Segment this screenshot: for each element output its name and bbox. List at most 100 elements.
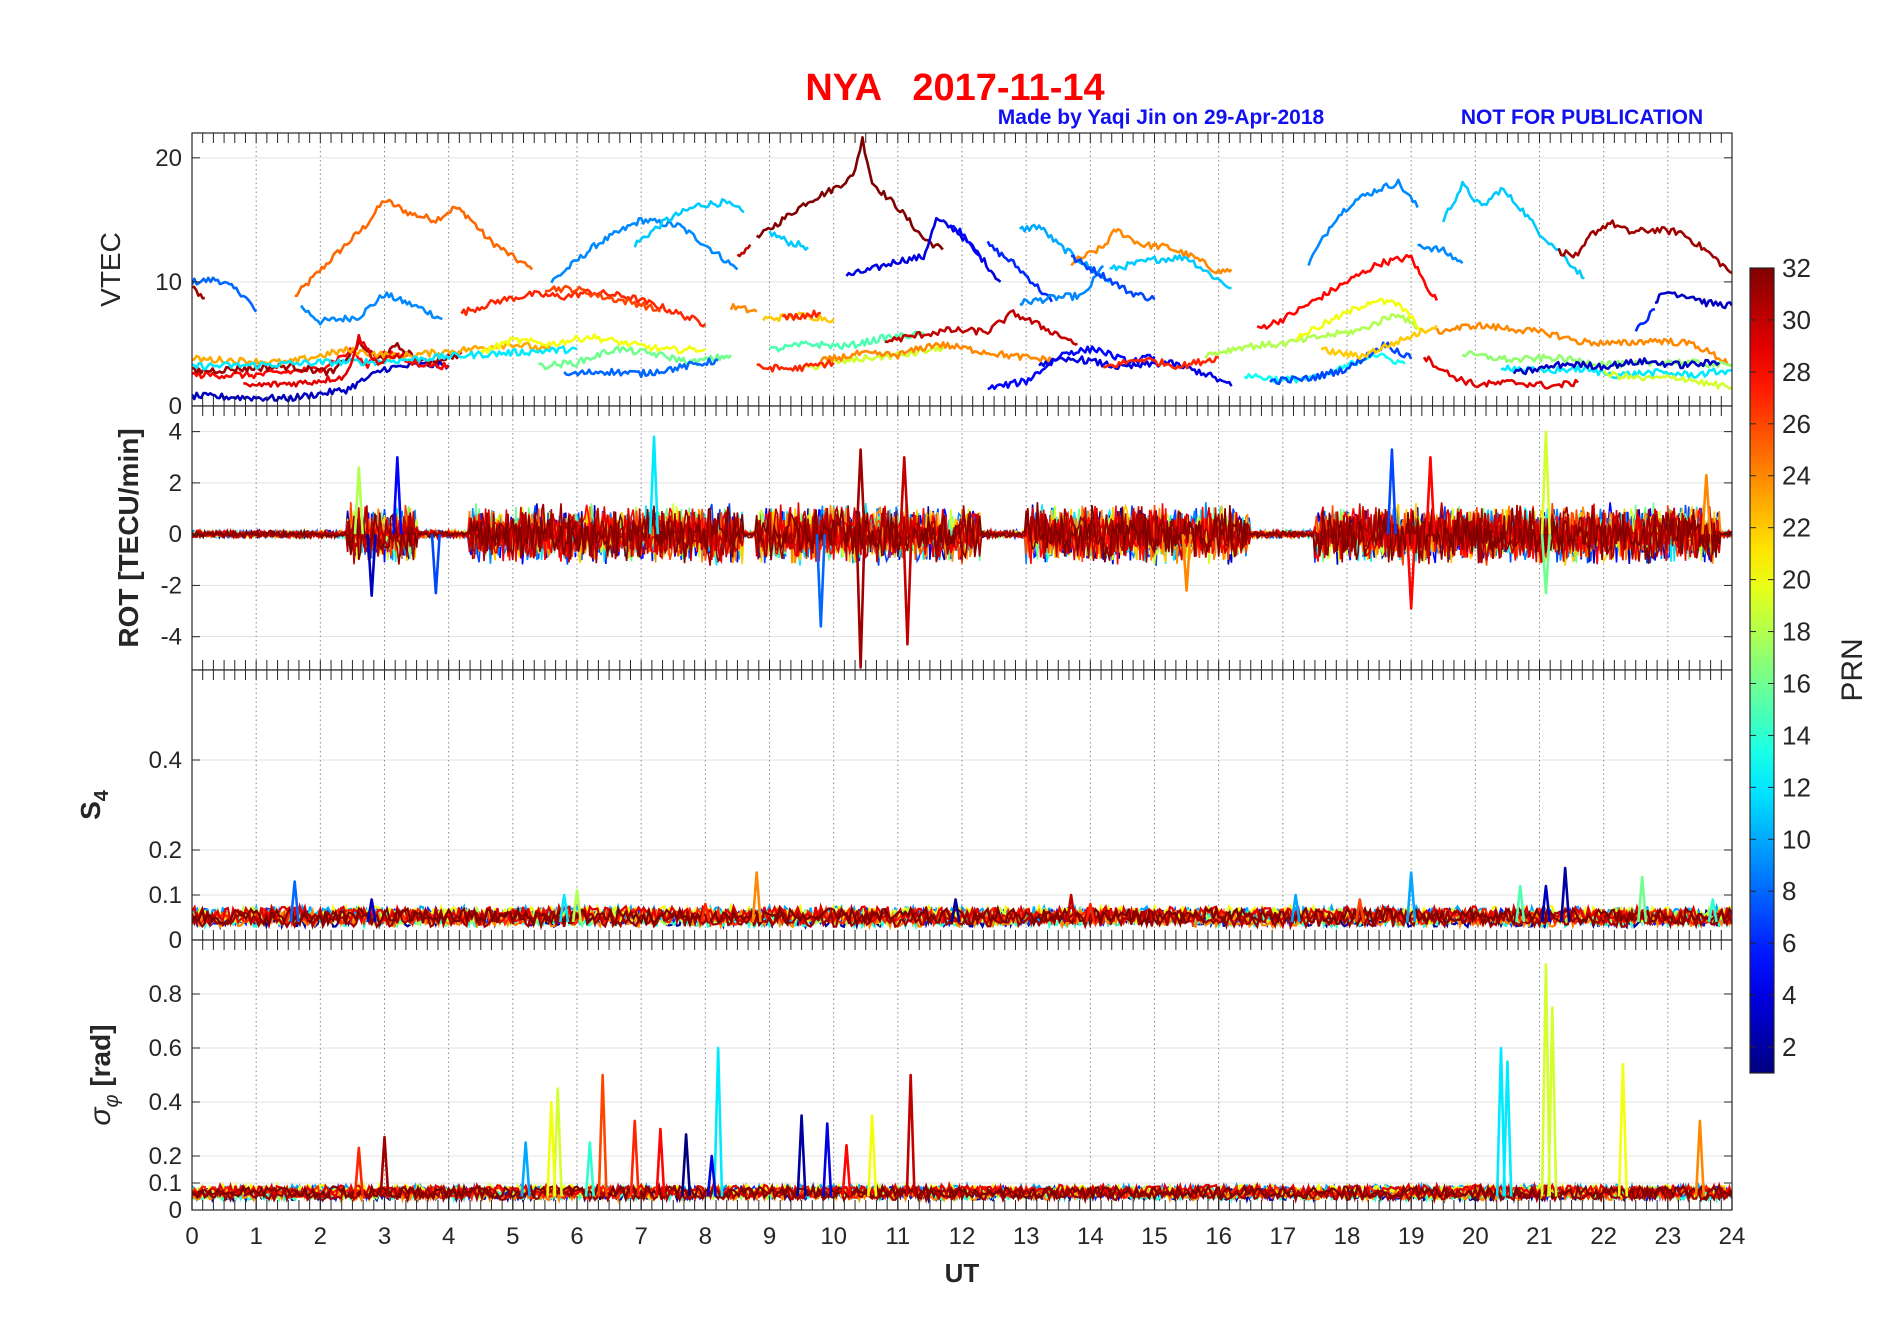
x-tick-label: 19 xyxy=(1398,1223,1425,1250)
panel-rot: -4 -2 0 2 4 ROT [TECU/min] xyxy=(113,405,1733,671)
colorbar-tick-label: 16 xyxy=(1782,668,1811,698)
colorbar-tick-label: 20 xyxy=(1782,565,1811,595)
series-line-prn-24 xyxy=(729,302,758,314)
colorbar-tick-label: 24 xyxy=(1782,461,1811,491)
colorbar-tick-label: 8 xyxy=(1782,876,1796,906)
rot-spike xyxy=(815,534,826,628)
x-tick-label: 7 xyxy=(634,1223,647,1250)
series-line-prn-3 xyxy=(1654,291,1732,310)
y-tick-label: 0 xyxy=(169,393,182,420)
series-group xyxy=(192,866,1732,931)
rot-spike xyxy=(1425,455,1436,535)
rot-spike xyxy=(902,534,913,646)
x-tick-label: 2 xyxy=(314,1223,327,1250)
x-tick-label: 11 xyxy=(885,1223,910,1250)
rot-spike xyxy=(430,534,441,595)
sigphi-spike xyxy=(1617,1062,1629,1197)
series-line-prn-16 xyxy=(537,345,732,371)
series-line-prn-28 xyxy=(192,347,450,380)
x-tick-label: 23 xyxy=(1654,1223,1681,1250)
sigphi-spike xyxy=(1540,962,1552,1197)
s4-spike xyxy=(559,893,570,923)
series-line-prn-6 xyxy=(1634,307,1656,332)
y-axis-label: ROT [TECU/min] xyxy=(113,428,144,647)
series-line-prn-22 xyxy=(1320,324,1438,361)
series-group xyxy=(192,136,1732,403)
sigphi-spike xyxy=(1495,1046,1507,1197)
y-axis-label-phi: φ xyxy=(101,1094,123,1107)
rot-spike xyxy=(366,534,377,597)
y-tick-label: 0 xyxy=(169,1197,182,1224)
colorbar-tick-label: 14 xyxy=(1782,720,1811,750)
series-line-prn-7 xyxy=(1269,341,1413,386)
colorbar-tick-label: 26 xyxy=(1782,409,1811,439)
y-tick-label: 0 xyxy=(169,927,182,954)
s4-spike xyxy=(289,880,300,923)
series-line-prn-28 xyxy=(1256,253,1439,330)
y-tick-label: -2 xyxy=(161,572,182,599)
sigphi-spike xyxy=(546,1100,557,1197)
panel-sigphi: 00.10.2 0.4 0.6 0.8 σφ [rad] xyxy=(84,939,1733,1224)
colorbar-tick-label: 10 xyxy=(1782,824,1811,854)
y-tick-label: 0.4 xyxy=(149,747,182,774)
sigphi-spike xyxy=(796,1114,807,1197)
s4-spike xyxy=(571,889,583,923)
s4-spike xyxy=(1637,875,1648,923)
series-line-prn-27 xyxy=(781,309,822,321)
x-tick-label: 1 xyxy=(249,1223,262,1250)
sigphi-spike xyxy=(680,1133,692,1197)
series-line-prn-24 xyxy=(1435,321,1732,367)
x-tick-label: 21 xyxy=(1526,1223,1553,1250)
rot-spike xyxy=(1181,534,1192,592)
s4-spike xyxy=(1540,884,1552,923)
rot-spike xyxy=(353,466,364,535)
x-tick-label: 4 xyxy=(442,1223,455,1250)
x-tick-label: 17 xyxy=(1269,1223,1296,1250)
y-tick-label: 0.1 xyxy=(149,1170,182,1197)
series-line-prn-24 xyxy=(819,340,1053,365)
y-tick-label: 0.6 xyxy=(149,1035,182,1062)
x-axis-label: UT xyxy=(945,1258,980,1288)
y-axis-label-subscript: 4 xyxy=(91,789,113,801)
chart-title: NYA 2017-11-14 xyxy=(805,67,1104,109)
sigphi-spike xyxy=(655,1127,666,1197)
s4-baseline-prn-27 xyxy=(192,904,1732,929)
sigphi-spike xyxy=(841,1143,852,1197)
sigphi-spike xyxy=(584,1141,595,1197)
series-line-prn-24 xyxy=(1070,227,1233,275)
x-tick-label: 9 xyxy=(763,1223,776,1250)
publication-notice: NOT FOR PUBLICATION xyxy=(1461,106,1703,129)
s4-spike xyxy=(366,898,377,923)
series-line-prn-8 xyxy=(192,276,258,313)
y-tick-label: 0.1 xyxy=(149,882,182,909)
series-line-prn-11 xyxy=(768,230,809,251)
sigphi-spike xyxy=(905,1073,916,1197)
series-line-prn-31 xyxy=(192,285,205,300)
series-line-prn-5 xyxy=(949,224,983,259)
s4-spike xyxy=(1707,898,1718,923)
series-line-prn-30 xyxy=(884,309,1078,346)
s4-spike xyxy=(1354,898,1365,923)
series-line-prn-29 xyxy=(243,333,405,388)
s4-spike xyxy=(1290,893,1301,923)
s4-spike xyxy=(1085,902,1096,923)
x-tick-label: 18 xyxy=(1334,1223,1361,1250)
colorbar-gradient xyxy=(1749,267,1775,1074)
series-line-prn-7 xyxy=(1070,254,1156,302)
x-tick-label: 5 xyxy=(506,1223,519,1250)
sigphi-spike xyxy=(1502,1060,1513,1197)
rot-spike xyxy=(855,448,866,535)
sigphi-spike xyxy=(597,1073,608,1197)
rot-spike xyxy=(392,455,403,535)
s4-baseline-prn-31 xyxy=(192,906,1732,931)
sigphi-spike xyxy=(520,1141,531,1197)
panel-vtec: 0 10 20 VTEC xyxy=(95,132,1733,420)
series-line-prn-22 xyxy=(762,311,835,324)
series-line-prn-6 xyxy=(986,240,1053,303)
x-axis: 0 1 2 3 4 5 6 7 8 9 10 11 12 13 14 15 16 17 18 19 20 21 22 23 24… xyxy=(185,1196,1745,1288)
series-line-prn-11 xyxy=(633,198,745,248)
series-line-prn-26 xyxy=(544,284,662,313)
rot-trace-prn-32 xyxy=(192,502,1732,564)
